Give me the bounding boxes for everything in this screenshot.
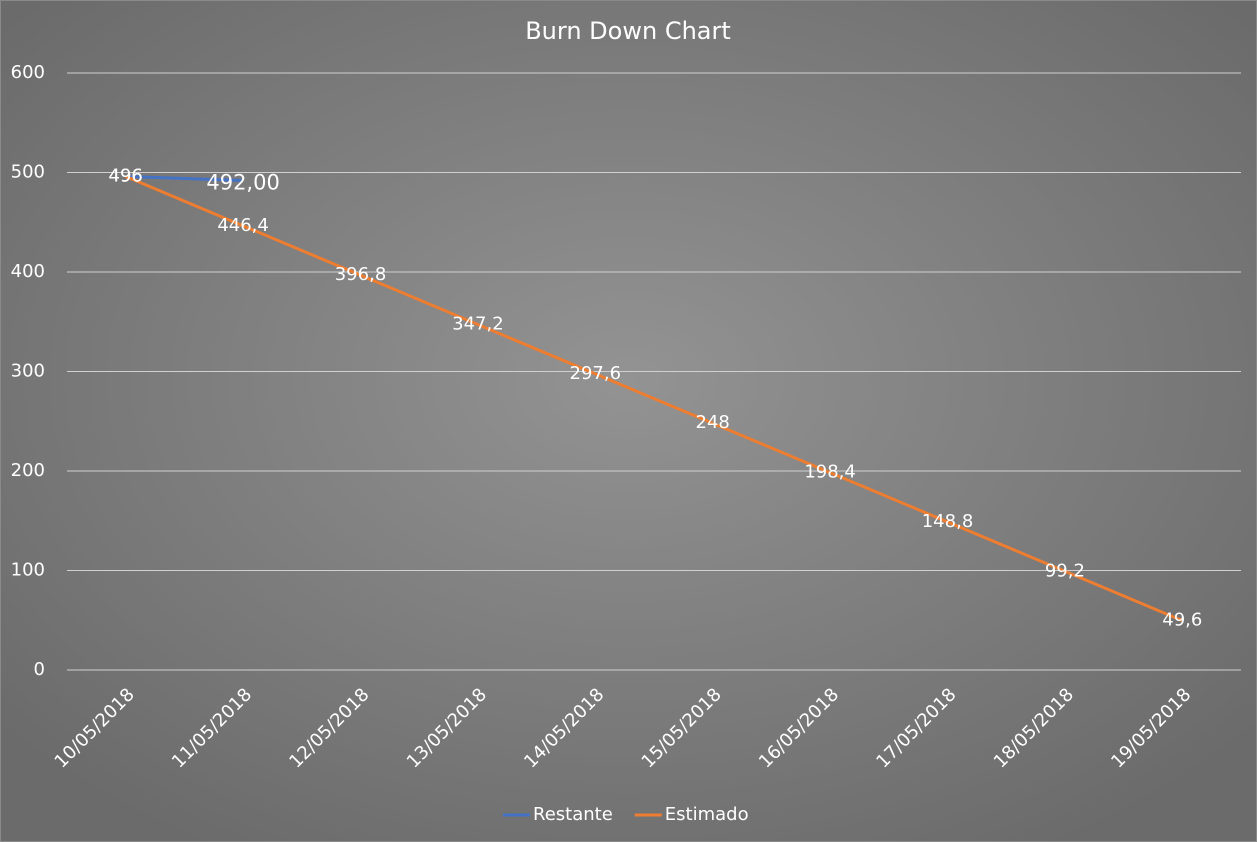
- data-label: 496: [109, 165, 143, 186]
- series-line: [125, 175, 1183, 623]
- data-label: 248: [696, 412, 730, 433]
- y-tick-label: 200: [11, 460, 45, 481]
- data-label: 347,2: [452, 314, 504, 335]
- data-label: 49,6: [1162, 610, 1202, 631]
- y-tick-label: 0: [34, 659, 45, 680]
- series-line: [125, 174, 244, 182]
- chart-title: Burn Down Chart: [525, 17, 731, 45]
- y-tick-label: 600: [11, 62, 45, 83]
- data-label: 198,4: [804, 462, 856, 483]
- data-label: 492,00: [206, 170, 279, 194]
- data-label: 99,2: [1045, 560, 1085, 581]
- data-label: 446,4: [217, 215, 269, 236]
- data-label: 496: [109, 165, 143, 186]
- y-tick-label: 300: [11, 361, 45, 382]
- data-label: 148,8: [922, 511, 974, 532]
- y-tick-label: 500: [11, 162, 45, 183]
- data-label: 396,8: [335, 264, 387, 285]
- legend-label: Restante: [533, 804, 613, 825]
- legend-label: Estimado: [665, 804, 749, 825]
- data-label: 297,6: [570, 363, 622, 384]
- y-tick-label: 400: [11, 261, 45, 282]
- y-tick-label: 100: [11, 560, 45, 581]
